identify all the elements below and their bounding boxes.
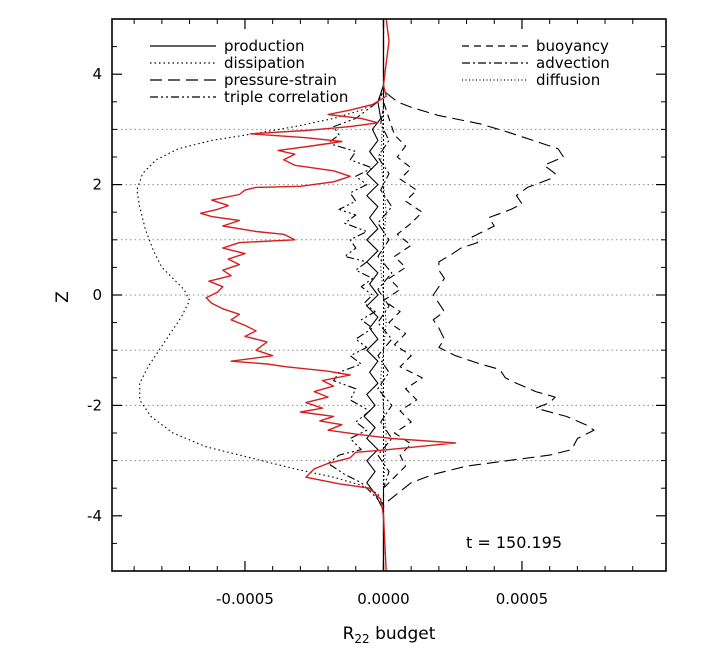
y-tick-label: -4 [87,507,102,525]
legend-label-production: production [224,37,305,55]
y-tick-label: -2 [87,396,102,414]
reference-lines [112,128,666,462]
legend-label-diffusion: diffusion [536,71,600,89]
legend: productiondissipationpressure-straintrip… [150,37,610,106]
x-tick-label: -0.0005 [216,590,274,608]
axis-ticks: -0.0005 0.0000 0.0005 -4 -2 0 2 4 [87,19,666,608]
series-line-diffusion [380,19,387,571]
y-axis-label: Z [53,291,73,303]
legend-label-dissipation: dissipation [224,54,305,72]
legend-label-advection: advection [536,54,610,72]
series-line-pressure-strain [382,19,595,571]
plot-frame [111,18,667,572]
legend-label-pressure-strain: pressure-strain [224,71,337,89]
series-line-production [363,19,385,571]
legend-label-triple-correlation: triple correlation [224,88,348,106]
x-tick-label: 0.0000 [357,590,410,608]
y-tick-label: 2 [92,176,102,194]
series-line-buoyancy [382,19,423,571]
x-tick-label: 0.0005 [496,590,549,608]
series-group [136,19,595,571]
time-annotation: t = 150.195 [466,533,562,552]
legend-label-buoyancy: buoyancy [536,37,609,55]
y-tick-label: 0 [92,286,102,304]
series-line-triple-correlation [327,19,385,571]
x-axis-label: R22 budget [343,624,436,646]
series-line-red [199,19,457,571]
series-line-advection [377,19,393,571]
y-tick-label: 4 [92,65,102,83]
